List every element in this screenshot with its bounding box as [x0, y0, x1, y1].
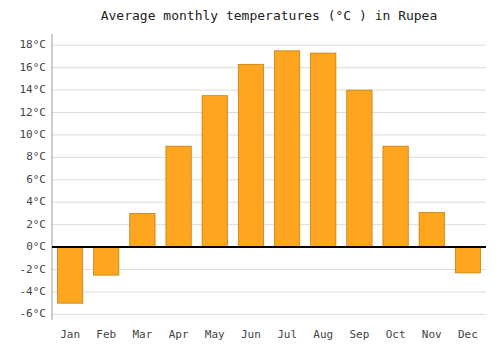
x-tick-label: Jan [60, 328, 80, 341]
bar [455, 247, 480, 273]
x-tick-label: Mar [132, 328, 152, 341]
bar [383, 146, 408, 247]
grid-line [52, 112, 486, 113]
grid-line [52, 45, 486, 46]
x-tick-label: Aug [313, 328, 333, 341]
x-tick-label: Oct [386, 328, 406, 341]
bar [419, 212, 444, 247]
y-tick-label: 8°C [26, 150, 46, 163]
zero-line [52, 246, 486, 248]
x-tick-label: Sep [349, 328, 369, 341]
y-tick-label: 16°C [20, 61, 47, 74]
bar [130, 213, 155, 247]
y-ticks: -6°C -4°C -2°C 0°C 2°C 4°C 6°C 8°C 10°C 12°C 14°C 1… [20, 38, 47, 320]
y-axis-line [52, 34, 53, 320]
grid-line [52, 67, 486, 68]
x-tick-label: Nov [422, 328, 442, 341]
grid-line [52, 247, 486, 248]
y-tick-label: -6°C [20, 307, 47, 320]
y-tick-label: 14°C [20, 83, 47, 96]
y-tick-label: -4°C [20, 285, 47, 298]
bar [238, 64, 263, 247]
y-tick-label: 0°C [26, 240, 46, 253]
x-tick-label: Jun [241, 328, 261, 341]
y-tick-label: -2°C [20, 263, 47, 276]
grid-line [52, 90, 486, 91]
chart: Average monthly temperatures (°C ) in Ru… [0, 0, 500, 350]
grid-line [52, 157, 486, 158]
x-ticks: Jan Feb Mar Apr May Jun Jul Aug Sep Oct Nov Dec [60, 328, 478, 341]
x-tick-label: Feb [96, 328, 116, 341]
y-tick-label: 12°C [20, 106, 47, 119]
bar [311, 53, 336, 247]
y-tick-label: 4°C [26, 195, 46, 208]
bar [202, 96, 227, 247]
x-tick-label: Apr [169, 328, 189, 341]
y-tick-label: 18°C [20, 38, 47, 51]
grid-line [52, 134, 486, 135]
bar [274, 51, 299, 247]
bar [94, 247, 119, 275]
background [0, 0, 500, 350]
x-tick-label: Jul [277, 328, 297, 341]
x-tick-label: May [205, 328, 225, 341]
title: Average monthly temperatures (°C ) in Ru… [101, 8, 438, 23]
bar [347, 90, 372, 247]
x-tick-label: Dec [458, 328, 478, 341]
y-tick-label: 10°C [20, 128, 47, 141]
y-tick-label: 6°C [26, 173, 46, 186]
bar [57, 247, 82, 303]
grid-line [52, 179, 486, 180]
bar [166, 146, 191, 247]
grid-line [52, 202, 486, 203]
grid-line [52, 314, 486, 315]
grid-line [52, 291, 486, 292]
bars [57, 51, 480, 303]
y-tick-label: 2°C [26, 218, 46, 231]
grid [52, 45, 486, 314]
